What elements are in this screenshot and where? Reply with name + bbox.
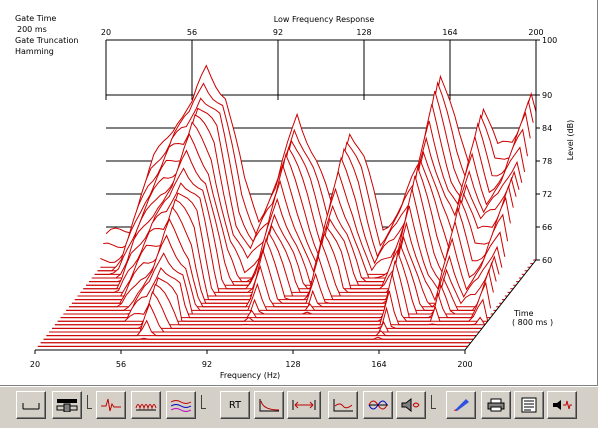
axes	[34, 39, 540, 354]
waterfall-icon	[135, 404, 157, 411]
color-button[interactable]	[446, 391, 476, 419]
gate-time-label: Gate Time	[15, 14, 57, 23]
top-frequency-tick-label: 92	[273, 28, 283, 37]
plot-area: 20 56 92 128 164 200 20 56 92 128 164 200 100 90 84 78 7…	[0, 0, 598, 386]
slice-trace	[100, 90, 531, 264]
slice-trace	[91, 121, 523, 279]
impulse-icon	[101, 398, 121, 412]
level-axis-title: Level (dB)	[566, 120, 575, 160]
multi-trace-icon	[170, 400, 192, 412]
slice-fill	[49, 304, 480, 332]
impulse-button[interactable]	[96, 391, 126, 419]
gate-truncation-value: Hamming	[15, 47, 54, 56]
top-frequency-tick-label: 200	[528, 28, 543, 37]
frequency-tick-label: 56	[116, 360, 126, 369]
gate-slider-icon	[56, 399, 78, 412]
level-tick-label: 66	[542, 223, 552, 232]
slice-trace	[86, 149, 517, 287]
top-frequency-tick-label: 164	[442, 28, 457, 37]
frequency-tick-label: 20	[30, 360, 40, 369]
phase-button[interactable]	[363, 391, 393, 419]
baseline-button[interactable]	[16, 391, 46, 419]
report-icon	[521, 397, 537, 413]
time-axis-unit: ( 800 ms )	[512, 318, 553, 327]
level-tick-label: 100	[542, 36, 557, 45]
top-frequency-tick-label: 56	[187, 28, 197, 37]
slice-fill	[52, 292, 482, 329]
toolbar-separator	[430, 395, 436, 417]
energy-button[interactable]	[254, 391, 284, 419]
frequency-tick-label: 164	[371, 360, 386, 369]
color-pen-icon	[454, 399, 469, 411]
frequency-response-icon	[333, 399, 353, 412]
toolbar-separator	[200, 395, 206, 417]
frequency-tick-label: 200	[457, 360, 472, 369]
frequency-response-button[interactable]	[328, 391, 358, 419]
rt-button[interactable]: RT	[220, 391, 250, 419]
level-tick-label: 72	[542, 190, 552, 199]
slice-trace	[94, 114, 526, 275]
speaker-icon	[401, 398, 420, 412]
frequency-tick-label: 128	[285, 360, 300, 369]
printer-icon	[487, 398, 505, 412]
level-tick-label: 60	[542, 256, 552, 265]
gate-button[interactable]	[52, 391, 82, 419]
export-button[interactable]	[547, 391, 577, 419]
level-tick-label: 90	[542, 91, 552, 100]
waterfall-slices	[35, 64, 537, 351]
top-frequency-tick-label: 128	[356, 28, 371, 37]
slice-trace	[89, 132, 520, 283]
waterfall-button[interactable]	[131, 391, 161, 419]
chart-title: Low Frequency Response	[274, 15, 375, 24]
speaker-button[interactable]	[396, 391, 426, 419]
slice-trace	[103, 81, 534, 249]
energy-decay-icon	[259, 399, 280, 412]
multi-trace-button[interactable]	[166, 391, 196, 419]
rt-button-label: RT	[228, 399, 242, 411]
gate-truncation-label: Gate Truncation	[15, 36, 79, 45]
time-axis-title: Time	[513, 309, 534, 318]
toolbar: RT	[0, 386, 598, 428]
level-tick-label: 78	[542, 157, 552, 166]
phase-icon	[368, 400, 388, 410]
slice-trace	[97, 103, 528, 272]
top-frequency-tick-label: 20	[101, 28, 111, 37]
report-button[interactable]	[514, 391, 544, 419]
time-axis-line	[464, 259, 537, 351]
export-icon	[553, 400, 572, 410]
print-button[interactable]	[481, 391, 511, 419]
slice-trace	[80, 175, 511, 293]
frequency-axis-title: Frequency (Hz)	[220, 371, 280, 380]
slice-trace	[83, 165, 514, 290]
level-tick-label: 84	[542, 124, 552, 133]
time-span-icon	[292, 400, 316, 410]
gate-time-value: 200 ms	[17, 25, 47, 34]
toolbar-separator	[86, 395, 92, 417]
slice-trace	[105, 64, 537, 235]
baseline-icon	[22, 403, 40, 410]
frequency-tick-label: 92	[202, 360, 212, 369]
time-span-button[interactable]	[287, 391, 321, 419]
